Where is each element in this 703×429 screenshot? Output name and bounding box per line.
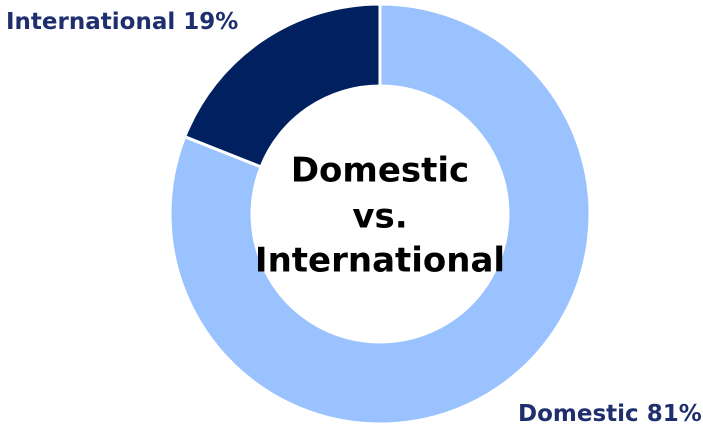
center-text: International	[255, 241, 505, 281]
label-category: Domestic	[518, 401, 639, 427]
label-category: International	[6, 9, 175, 35]
slices	[168, 2, 592, 426]
data-label: International 19%	[6, 9, 238, 35]
center-text: Domestic	[291, 151, 469, 191]
data-label: Domestic 81%	[518, 401, 702, 427]
label-value: 81%	[647, 401, 702, 427]
center-text: vs.	[352, 197, 407, 237]
slice	[182, 2, 382, 169]
slice	[168, 2, 592, 426]
label-value: 19%	[183, 9, 238, 35]
